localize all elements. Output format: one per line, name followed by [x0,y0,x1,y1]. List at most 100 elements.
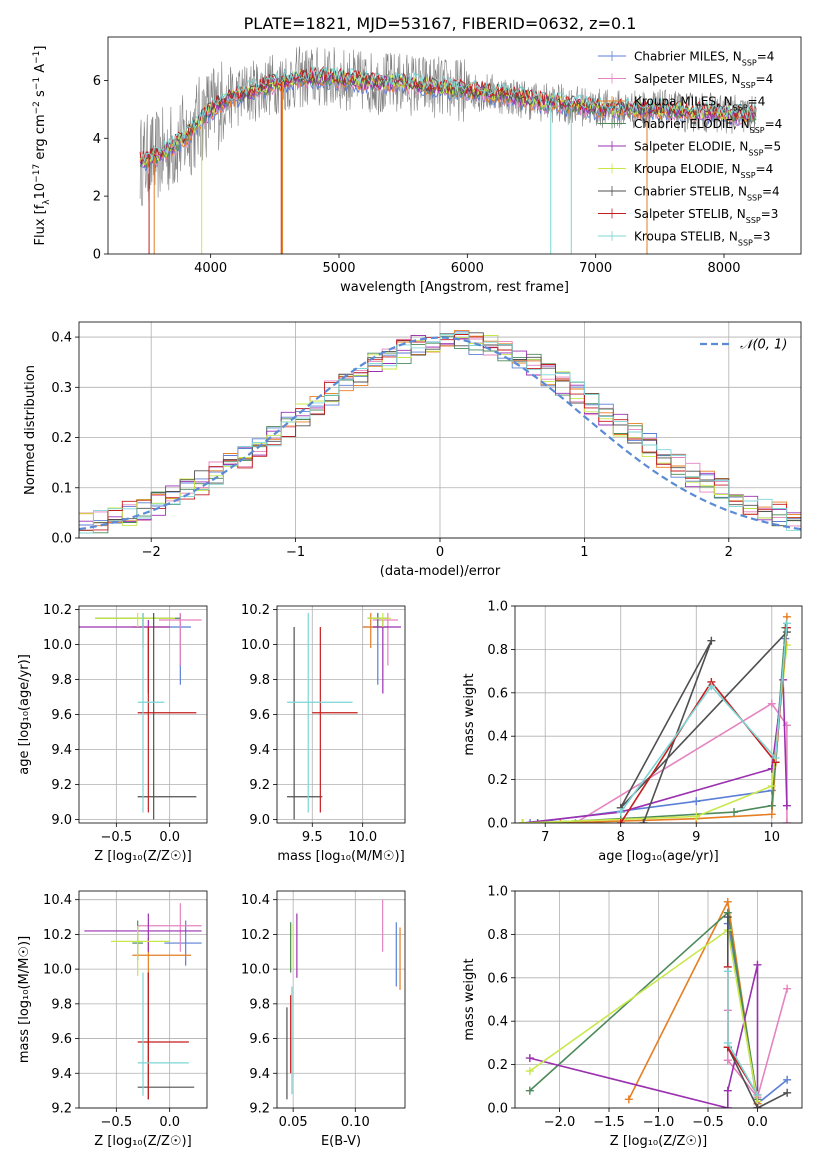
x-axis-label: Z [log₁₀(Z/Z☉)] [610,1134,707,1149]
panel-age-vs-Z: −0.5 0.0 9.0 9.2 9.4 9.6 9.8 10.0 10.2 Z [log₁₀(Z… [17,603,208,864]
data-point [782,819,791,823]
data-point [639,819,648,823]
series-salpeter-elodie [518,675,791,823]
y-tick-label: 9.8 [51,997,72,1012]
histogram-chabrier-stelib [79,332,801,538]
series-line [620,627,788,823]
plot-area [525,897,792,1108]
legend: 𝒩(0, 1) [700,338,787,353]
y-tick-label: 1.0 [487,885,508,900]
errorbar-kroupa-elodie [95,613,175,627]
panel-age-vs-mass: 9.5 10.0 9.0 9.2 9.4 9.6 9.8 10.0 10.2 mass [log₁… [241,603,406,864]
x-tick-label: 9 [692,830,700,845]
x-tick-label: 10 [764,830,781,845]
y-tick-label: 0.6 [487,971,508,986]
errorbar-salpeter-elodie [84,913,202,952]
y-axis-label: mass [log₁₀(M/M☉)] [17,936,32,1063]
data-point [783,1075,792,1084]
y-tick-label: 9.8 [51,673,72,688]
y-tick-label: 0.4 [51,331,72,346]
y-tick-label: 0.0 [487,817,508,832]
data-point [767,810,776,819]
y-axis-label: age [log₁₀(age/yr)] [17,654,32,775]
x-axis-label: Z [log₁₀(Z/Z☉)] [94,1134,191,1149]
data-point [533,819,542,823]
x-tick-label: 8 [617,830,625,845]
legend-label: Chabrier STELIB, NSSP=4 [634,185,780,203]
series-line [522,645,788,823]
y-tick-label: 0.2 [51,431,72,446]
model-line-kroupa-stelib [139,66,757,162]
y-tick-label: 0.6 [487,686,508,701]
x-tick-label: −2 [142,545,161,560]
y-tick-label: 9.4 [249,743,270,758]
series-line [560,616,788,823]
x-axis-label: age [log₁₀(age/yr)] [598,849,719,864]
data-point [723,1056,732,1065]
errorbar-salpeter-miles [372,613,398,666]
data-point [782,801,791,810]
errorbar-salpeter-elodie [79,620,170,694]
x-tick-label: 7000 [579,261,612,276]
legend-item-chabrier-elodie: Chabrier ELODIE, NSSP=4 [598,117,782,135]
data-point [616,808,625,817]
data-point [767,699,776,708]
y-tick-label: 9.6 [249,1032,270,1047]
x-axis-label: mass [log₁₀(M/M☉)] [277,849,404,864]
x-tick-label: 10.0 [348,830,377,845]
data-point [624,1095,633,1104]
legend-label: Kroupa MILES, NSSP=4 [634,95,765,113]
y-tick-label: 9.0 [51,813,72,828]
x-tick-label: 2 [725,545,733,560]
errorbar-chabrier-stelib [137,613,197,820]
x-tick-label: 4000 [194,261,227,276]
y-tick-label: 9.8 [249,673,270,688]
x-axis-label: wavelength [Angstrom, rest frame] [340,280,569,295]
y-tick-label: 10.2 [43,603,72,618]
data-point [782,619,791,628]
errorbar-kroupa-stelib [287,613,353,813]
x-tick-label: −1.0 [643,1115,675,1130]
y-tick-label: 0.3 [51,381,72,396]
series-chabrier-elodie [533,623,790,823]
x-tick-label: 0.0 [159,830,180,845]
x-tick-label: 5000 [322,261,355,276]
y-tick-label: 9.4 [51,1067,72,1082]
axes-frame [78,321,802,539]
x-tick-label: 0.0 [747,1115,768,1130]
x-tick-label: 9.5 [302,830,323,845]
errorbar-salpeter-miles [159,613,202,666]
data-point [707,682,716,691]
histogram-kroupa-elodie [79,333,801,538]
data-point [723,967,732,976]
legend-label: Salpeter STELIB, NSSP=3 [634,207,778,225]
series-kroupa-elodie [525,926,762,1106]
y-tick-label: 4 [93,132,101,147]
errorbar-kroupa-stelib [137,613,165,813]
legend-label: 𝒩(0, 1) [740,338,787,353]
legend-item-kroupa-stelib: Kroupa STELIB, NSSP=3 [598,230,771,247]
x-tick-label: −2.0 [544,1115,576,1130]
data-point [783,984,792,993]
axes-frame [78,605,208,824]
axes-frame [276,605,406,824]
y-tick-label: 9.2 [51,1102,72,1117]
errorbar-kroupa-elodie [367,613,391,627]
y-axis-label: Flux [fλ10−17 erg cm−2 s−1 A−1] [32,46,52,246]
x-tick-label: −1.5 [593,1115,625,1130]
errorbar-chabrier-stelib [287,627,323,820]
y-tick-label: 6 [93,74,101,89]
series-line [529,964,759,1108]
data-point [525,1086,534,1095]
data-point [707,636,716,645]
y-tick-label: 9.2 [249,778,270,793]
errorbar-kroupa-miles [132,937,191,978]
y-tick-label: 0.0 [487,1102,508,1117]
legend-label: Chabrier MILES, NSSP=4 [634,50,774,68]
data-point [526,819,535,823]
data-point [723,1104,732,1108]
series-salpeter-elodie [525,960,762,1108]
y-tick-label: 0.2 [487,1058,508,1073]
legend-item-salpeter-miles: Salpeter MILES, NSSP=4 [598,72,773,90]
